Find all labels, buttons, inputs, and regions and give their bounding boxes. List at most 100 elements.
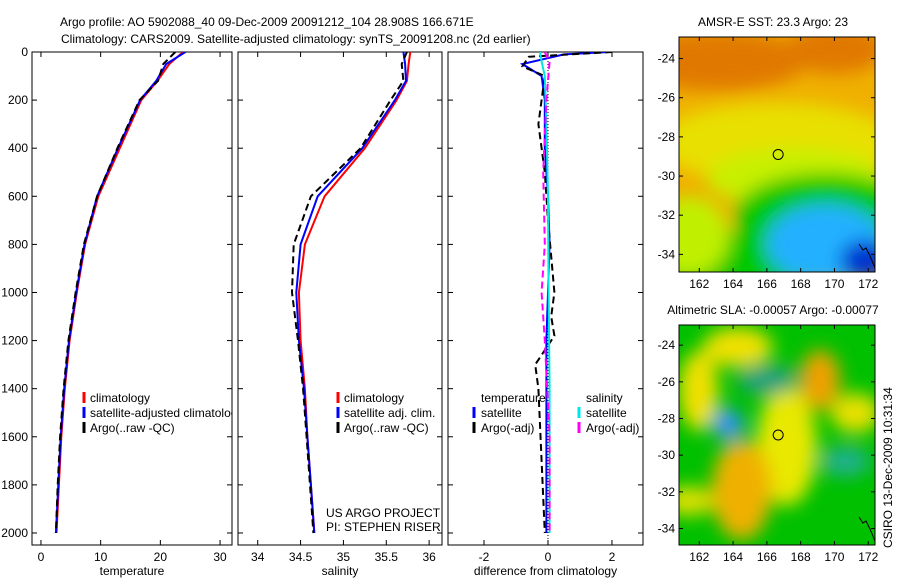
x-tick-label: 170 — [824, 277, 844, 291]
legend-label: Argo(..raw -QC) — [90, 421, 175, 435]
legend-label: Argo(..raw -QC) — [344, 421, 429, 435]
sal-series-group — [290, 52, 412, 534]
x-tick-label: 34 — [251, 550, 265, 564]
argo-position-marker — [772, 149, 784, 160]
plot-layer: 0 10 20 30020040060080010001200140016001800… — [1, 15, 879, 578]
series-line-argo-raw-qc- — [54, 52, 177, 534]
x-tick-label: 0 — [38, 550, 45, 564]
x-tick-label: 166 — [757, 550, 777, 564]
x-tick-label: 164 — [723, 550, 743, 564]
y-tick-label: 2000 — [1, 526, 28, 540]
field-patch — [679, 37, 809, 91]
coastline — [858, 516, 875, 542]
legend-label: satellite adj. clim. — [344, 406, 435, 420]
annotation-text: US ARGO PROJECT — [326, 506, 441, 520]
temp-axes: 0 10 20 30 0 200 400 600 800 1000 1200 1400 1600 1800… — [1, 45, 243, 578]
x-tick-label: 0 — [545, 550, 552, 564]
legend-label: climatology — [344, 391, 404, 405]
y-tick-label: 600 — [8, 189, 28, 203]
field-patch — [830, 393, 875, 433]
y-tick-label: 1800 — [1, 478, 28, 492]
field-patch — [756, 386, 817, 506]
x-tick-label: 10 — [94, 550, 108, 564]
y-tick-label: -26 — [658, 375, 676, 389]
field-patches — [679, 327, 875, 540]
x-tick-label: 168 — [791, 277, 811, 291]
field-patch — [840, 240, 875, 272]
y-tick-label: 400 — [8, 141, 28, 155]
y-tick-label: 0 — [21, 45, 28, 59]
x-tick-label: 162 — [689, 277, 709, 291]
y-tick-label: -32 — [658, 208, 676, 222]
x-tick-label: 164 — [723, 277, 743, 291]
legend-label: Argo(-adj) — [586, 421, 639, 435]
sla-field — [679, 325, 875, 545]
y-tick-label: -34 — [658, 247, 676, 261]
sla-title: Altimetric SLA: -0.00057 Argo: -0.00077 — [667, 303, 879, 317]
y-tick-label: 1200 — [1, 334, 28, 348]
field-patches — [679, 37, 875, 272]
legend-label: Argo(-adj) — [481, 421, 534, 435]
x-tick-label: 2 — [609, 550, 616, 564]
y-tick-label: -24 — [658, 338, 676, 352]
x-tick-label: 20 — [154, 550, 168, 564]
x-tick-label: 170 — [824, 550, 844, 564]
legend-title: salinity — [586, 391, 623, 405]
title-line-1: Argo profile: AO 5902088_40 09-Dec-2009 … — [60, 15, 474, 29]
series-line-argo-raw-qc- — [290, 52, 408, 534]
argo-position-marker — [772, 429, 784, 441]
title-line-2: Climatology: CARS2009. Satellite-adjuste… — [61, 32, 531, 46]
x-tick-label: 172 — [858, 277, 878, 291]
y-tick-label: -28 — [658, 412, 676, 426]
sla-map: Altimetric SLA: -0.00057 Argo: -0.00077 1… — [658, 303, 879, 564]
x-tick-label: 35.5 — [375, 550, 399, 564]
legend-label: satellite — [586, 406, 627, 420]
diff-series-group — [519, 52, 613, 534]
x-tick-label: 172 — [858, 550, 878, 564]
field-patch — [800, 350, 841, 410]
field-patch — [820, 446, 871, 477]
annotation-text: PI: STEPHEN RISER — [326, 520, 441, 534]
legend-label: climatology — [90, 391, 150, 405]
sst-map: AMSR-E SST: 23.3 Argo: 23 162 164 166 168 170… — [658, 15, 879, 291]
x-tick-label: -2 — [479, 550, 490, 564]
x-tick-label: 34.5 — [289, 550, 313, 564]
y-tick-label: 1400 — [1, 382, 28, 396]
field-patch — [737, 365, 798, 395]
sal-axes: 34 34.5 35 35.5 36 salinity climatologysatelli… — [237, 51, 443, 578]
diff-xlabel: difference from climatology — [474, 564, 617, 578]
field-patch — [713, 409, 743, 439]
y-tick-label: -30 — [658, 169, 676, 183]
field-patch — [679, 351, 719, 431]
legend-title: temperature — [481, 391, 546, 405]
sal-axes-box — [237, 51, 443, 546]
sst-axes-box — [678, 36, 876, 273]
y-tick-label: -34 — [658, 522, 676, 536]
y-tick-label: 1000 — [1, 285, 28, 299]
sal-xlabel: salinity — [322, 564, 359, 578]
sst-field — [679, 37, 875, 272]
x-tick-label: 166 — [757, 277, 777, 291]
field-patch — [785, 37, 875, 74]
temp-series-group — [54, 52, 186, 534]
y-tick-label: 800 — [8, 237, 28, 251]
legend-label: satellite-adjusted climatology — [90, 406, 243, 420]
y-tick-label: -32 — [658, 485, 676, 499]
y-tick-label: -28 — [658, 130, 676, 144]
x-tick-label: 168 — [791, 550, 811, 564]
x-tick-label: 36 — [422, 550, 436, 564]
footer-stamp: CSIRO 13-Dec-2009 10:31:34 — [881, 387, 895, 548]
temp-axes-box — [31, 51, 233, 546]
field-patch — [702, 327, 773, 367]
x-tick-label: 35 — [337, 550, 351, 564]
series-line-salinity-argo-adj- — [540, 52, 551, 533]
y-tick-label: 1600 — [1, 430, 28, 444]
sla-axes-box — [678, 324, 876, 546]
field-patch — [711, 440, 772, 540]
y-tick-label: -24 — [658, 52, 676, 66]
temp-xlabel: temperature — [100, 564, 165, 578]
y-tick-label: -26 — [658, 91, 676, 105]
y-tick-label: -30 — [658, 448, 676, 462]
